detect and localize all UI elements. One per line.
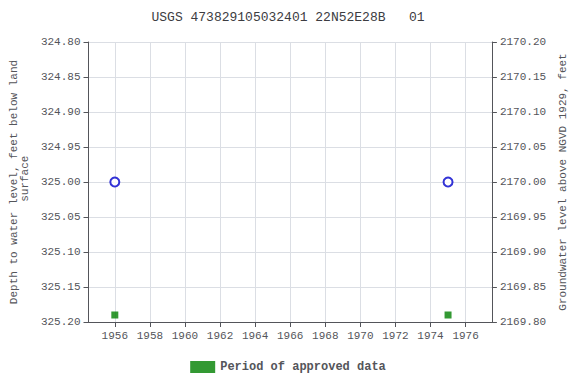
svg-text:1964: 1964	[242, 330, 269, 342]
svg-text:2170.15: 2170.15	[500, 71, 546, 83]
svg-text:surface: surface	[19, 156, 31, 209]
svg-text:Groundwater level above NGVD 1: Groundwater level above NGVD 1929, feet	[557, 53, 569, 310]
svg-text:1968: 1968	[312, 330, 338, 342]
svg-text:1960: 1960	[172, 330, 198, 342]
svg-text:2169.85: 2169.85	[500, 281, 546, 293]
svg-text:2170.20: 2170.20	[500, 36, 546, 48]
svg-text:Period of approved data: Period of approved data	[220, 360, 386, 374]
svg-text:324.95: 324.95	[41, 141, 81, 153]
svg-text:2169.95: 2169.95	[500, 211, 546, 223]
svg-text:325.15: 325.15	[41, 281, 81, 293]
svg-text:1956: 1956	[102, 330, 128, 342]
svg-text:USGS 473829105032401 22N52E28B: USGS 473829105032401 22N52E28B 01	[151, 10, 424, 25]
svg-text:2169.80: 2169.80	[500, 316, 546, 328]
svg-text:324.90: 324.90	[41, 106, 81, 118]
svg-text:2170.10: 2170.10	[500, 106, 546, 118]
svg-text:Depth to water level, feet bel: Depth to water level, feet below land	[7, 59, 20, 305]
svg-text:324.80: 324.80	[41, 36, 81, 48]
svg-text:1966: 1966	[277, 330, 303, 342]
svg-text:325.20: 325.20	[41, 316, 81, 328]
svg-text:325.05: 325.05	[41, 211, 81, 223]
svg-text:1970: 1970	[347, 330, 373, 342]
svg-text:324.85: 324.85	[41, 71, 81, 83]
svg-text:2170.00: 2170.00	[500, 176, 546, 188]
svg-text:1958: 1958	[137, 330, 163, 342]
svg-text:1976: 1976	[452, 330, 478, 342]
svg-text:1974: 1974	[417, 330, 444, 342]
svg-text:1972: 1972	[382, 330, 408, 342]
svg-text:2169.90: 2169.90	[500, 246, 546, 258]
svg-text:1962: 1962	[207, 330, 233, 342]
svg-text:2170.05: 2170.05	[500, 141, 546, 153]
svg-text:325.00: 325.00	[41, 176, 81, 188]
svg-text:325.10: 325.10	[41, 246, 81, 258]
